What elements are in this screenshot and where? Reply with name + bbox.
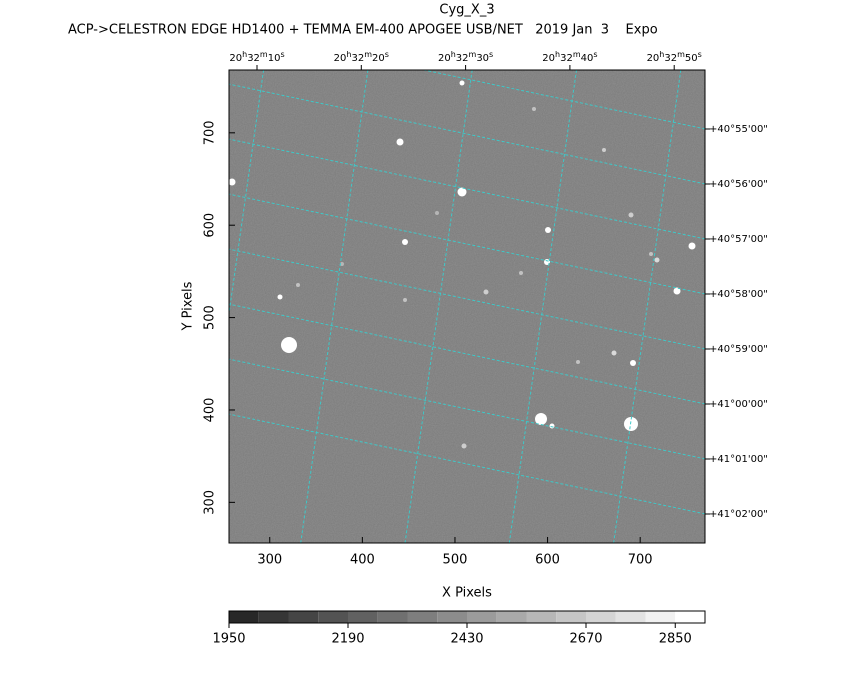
x-tick-label: 300: [257, 553, 282, 568]
x-axis-label: X Pixels: [442, 586, 492, 601]
colorbar-swatch: [288, 611, 319, 623]
colorbar-swatch: [645, 611, 676, 623]
dec-label: +40°55'00": [709, 124, 768, 135]
colorbar-swatch: [675, 611, 705, 623]
colorbar-swatch: [615, 611, 646, 623]
ra-grid-line: [613, 70, 682, 543]
ra-grid-line: [229, 70, 265, 318]
plot-frame: [228, 69, 706, 544]
colorbar-swatch: [437, 611, 467, 623]
y-axis-label: Y Pixels: [181, 281, 196, 331]
colorbar-swatch: [377, 611, 408, 623]
x-tick-label: 600: [535, 553, 560, 568]
colorbar-swatch: [556, 611, 586, 623]
dec-grid-line: [229, 138, 705, 240]
y-tick-label: 700: [203, 120, 218, 145]
y-tick-label: 300: [203, 490, 218, 515]
dec-grid-line: [229, 248, 705, 350]
dec-grid-line: [229, 413, 705, 515]
ra-label: 20h32m30s: [438, 50, 493, 65]
dec-grid-line: [229, 303, 705, 405]
colorbar-tick-label: 2850: [659, 632, 692, 647]
colorbar-swatch: [496, 611, 527, 623]
y-tick-label: 400: [203, 398, 218, 423]
dec-grid-line: [229, 193, 705, 295]
dec-label: +40°57'00": [709, 234, 768, 245]
colorbar-tick-label: 2430: [450, 632, 483, 647]
dec-grid-line: [229, 83, 705, 185]
chart-title: Cyg_X_3: [439, 3, 494, 18]
image-noise: [229, 70, 705, 543]
x-tick-label: 400: [350, 553, 375, 568]
y-tick-label: 600: [203, 213, 218, 238]
ra-label: 20h32m10s: [229, 50, 284, 65]
colorbar-tick-label: 2190: [331, 632, 364, 647]
y-tick-label: 500: [203, 305, 218, 330]
ra-grid-line: [508, 70, 577, 543]
ra-grid-line: [404, 70, 473, 543]
colorbar-swatch: [526, 611, 557, 623]
ra-label: 20h32m40s: [542, 50, 597, 65]
ra-label: 20h32m20s: [334, 50, 389, 65]
colorbar-swatch: [586, 611, 616, 623]
x-tick-label: 500: [443, 553, 468, 568]
colorbar-swatch: [348, 611, 378, 623]
stars: [229, 80, 696, 449]
colorbar-swatch: [407, 611, 438, 623]
dec-label: +40°59'00": [709, 344, 768, 355]
dec-label: +41°01'00": [709, 454, 768, 465]
dec-label: +40°56'00": [709, 179, 768, 190]
colorbar-tick-label: 1950: [212, 632, 245, 647]
dec-label: +40°58'00": [709, 289, 768, 300]
wcs-grid: [229, 70, 705, 543]
chart-subtitle: ACP->CELESTRON EDGE HD1400 + TEMMA EM-40…: [68, 23, 658, 38]
image: [229, 70, 705, 543]
dec-label: +41°02'00": [709, 509, 768, 520]
ra-grid-line: [300, 70, 369, 543]
colorbar-swatch: [229, 611, 259, 623]
ra-label: 20h32m50s: [647, 50, 702, 65]
colorbar-swatch: [318, 611, 348, 623]
dec-grid-line: [229, 358, 705, 460]
dec-label: +41°00'00": [709, 399, 768, 410]
colorbar-swatch: [467, 611, 497, 623]
colorbar-tick-label: 2670: [569, 632, 602, 647]
x-tick-label: 700: [628, 553, 653, 568]
colorbar-swatch: [258, 611, 289, 623]
